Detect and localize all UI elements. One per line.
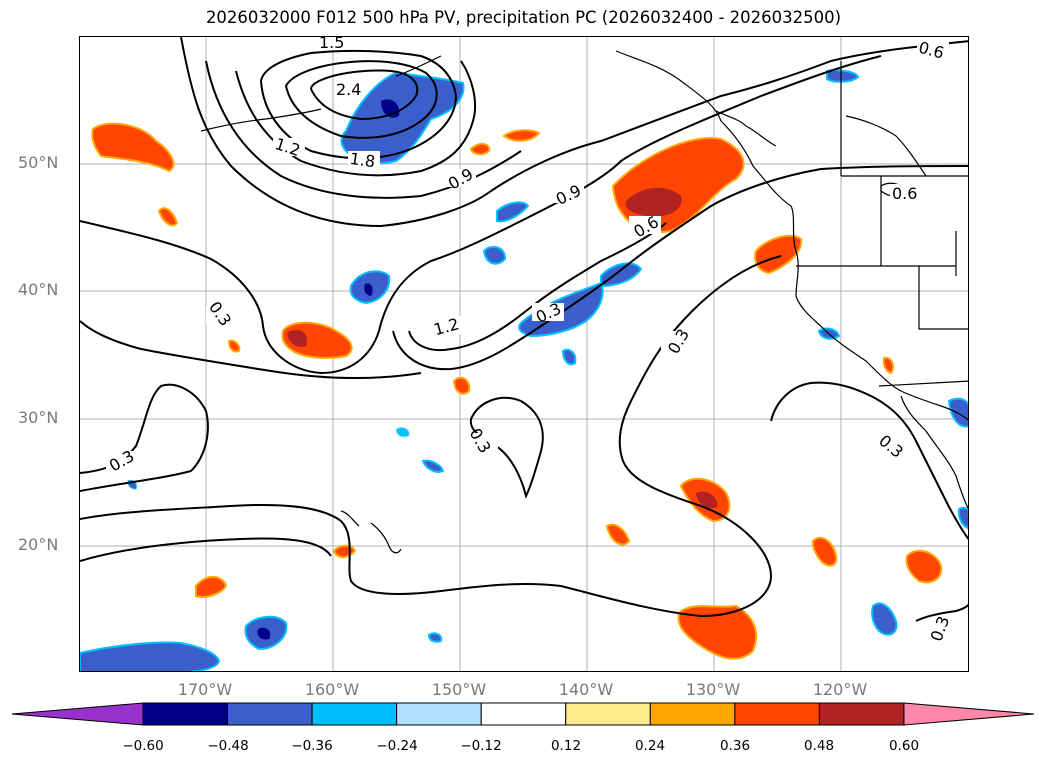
colorbar-segment bbox=[227, 702, 313, 726]
blob-17n-168w bbox=[195, 576, 228, 598]
lat-label-30n: 30°N bbox=[18, 408, 59, 427]
contour-label: 1.5 bbox=[319, 37, 344, 52]
contour-labels: 1.5 2.4 1.2 1.8 0.9 0.9 0.6 0.6 0.6 0.3 … bbox=[106, 37, 955, 644]
lon-label-170w: 170°W bbox=[177, 680, 233, 699]
blob-20n-122w bbox=[811, 536, 838, 567]
figure-title: 2026032000 F012 500 hPa PV, precipitatio… bbox=[205, 8, 842, 27]
contour-label: 0.3 bbox=[664, 326, 693, 358]
coastlines bbox=[200, 50, 968, 554]
lon-label-160w: 160°W bbox=[304, 680, 360, 699]
colorbar-segment bbox=[903, 702, 1035, 726]
colorbar bbox=[11, 702, 1035, 726]
contour-label: 1.8 bbox=[349, 149, 377, 171]
lon-label-140w: 140°W bbox=[558, 680, 614, 699]
blob-15n-130w bbox=[677, 604, 758, 660]
blob-aleutian-west bbox=[91, 122, 175, 173]
lon-label-150w: 150°W bbox=[431, 680, 487, 699]
colorbar-segment bbox=[734, 702, 820, 726]
colorbar-segment bbox=[818, 702, 905, 726]
contour-label: 0.6 bbox=[892, 184, 917, 203]
contour-label: 0.3 bbox=[465, 425, 494, 457]
lat-label-20n: 20°N bbox=[18, 535, 59, 554]
lon-label-120w: 120°W bbox=[812, 680, 868, 699]
colorbar-segment bbox=[311, 702, 398, 726]
blob-bottom-left bbox=[80, 641, 221, 671]
colorbar-tick: −0.24 bbox=[376, 738, 418, 754]
contour-label: 0.3 bbox=[927, 614, 954, 644]
colorbar-tick: 0.24 bbox=[634, 738, 666, 754]
precip-negative bbox=[80, 69, 968, 671]
colorbar-tick: −0.36 bbox=[291, 738, 333, 754]
colorbar-tick: −0.60 bbox=[122, 738, 164, 754]
contour-label: 2.4 bbox=[336, 80, 361, 99]
lat-label-50n: 50°N bbox=[18, 153, 59, 172]
contour-label: 0.3 bbox=[875, 431, 907, 462]
precip-positive bbox=[91, 122, 943, 660]
colorbar-tick: 0.60 bbox=[888, 738, 920, 754]
colorbar-segment bbox=[142, 702, 229, 726]
lon-label-130w: 130°W bbox=[685, 680, 741, 699]
blob-gulf-alaska bbox=[340, 71, 465, 164]
colorbar-tick: 0.12 bbox=[550, 738, 582, 754]
colorbar-tick: −0.12 bbox=[460, 738, 502, 754]
contour-label: 0.9 bbox=[445, 164, 477, 193]
colorbar-segment bbox=[396, 702, 482, 726]
colorbar-segment bbox=[565, 702, 651, 726]
contour-label: 0.3 bbox=[205, 298, 235, 330]
colorbar-tick: −0.48 bbox=[207, 738, 249, 754]
map-panel: 1.5 2.4 1.2 1.8 0.9 0.9 0.6 0.6 0.6 0.3 … bbox=[79, 36, 969, 672]
colorbar-tick: 0.36 bbox=[719, 738, 751, 754]
colorbar-segment bbox=[649, 702, 736, 726]
blob-nw-coast-core bbox=[625, 187, 682, 217]
blob-18n-115w bbox=[905, 549, 943, 584]
colorbar-tick: 0.48 bbox=[803, 738, 835, 754]
colorbar-segment bbox=[11, 702, 144, 726]
colorbar-segment bbox=[480, 702, 567, 726]
lat-label-40n: 40°N bbox=[18, 280, 59, 299]
pv-contours bbox=[80, 37, 968, 622]
